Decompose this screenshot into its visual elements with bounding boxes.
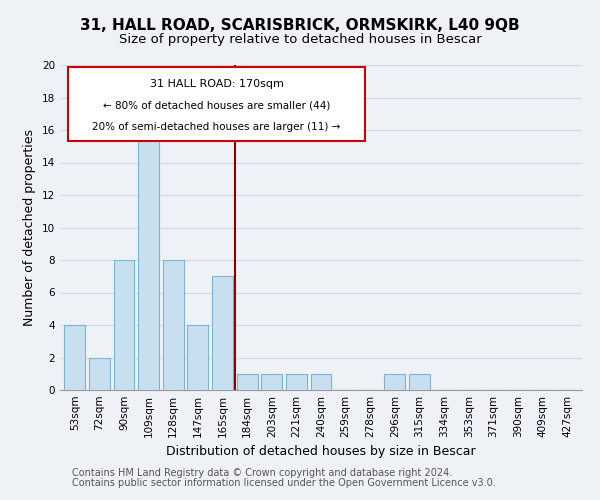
Text: 31 HALL ROAD: 170sqm: 31 HALL ROAD: 170sqm [149,79,284,89]
FancyBboxPatch shape [68,66,365,142]
Y-axis label: Number of detached properties: Number of detached properties [23,129,37,326]
Bar [113,260,134,390]
Text: 20% of semi-detached houses are larger (11) →: 20% of semi-detached houses are larger (… [92,122,341,132]
X-axis label: Distribution of detached houses by size in Bescar: Distribution of detached houses by size … [166,446,476,458]
Text: ← 80% of detached houses are smaller (44): ← 80% of detached houses are smaller (44… [103,100,330,110]
Text: 31, HALL ROAD, SCARISBRICK, ORMSKIRK, L40 9QB: 31, HALL ROAD, SCARISBRICK, ORMSKIRK, L4… [80,18,520,32]
Bar [163,260,184,390]
Bar [187,325,208,390]
Bar [89,358,110,390]
Text: Size of property relative to detached houses in Bescar: Size of property relative to detached ho… [119,32,481,46]
Text: Contains public sector information licensed under the Open Government Licence v3: Contains public sector information licen… [72,478,496,488]
Text: Contains HM Land Registry data © Crown copyright and database right 2024.: Contains HM Land Registry data © Crown c… [72,468,452,477]
Bar [261,374,282,390]
Bar [286,374,307,390]
Bar [64,325,85,390]
Bar [236,374,257,390]
Bar [385,374,406,390]
Bar [311,374,331,390]
Bar [409,374,430,390]
Bar [138,114,159,390]
Bar [212,276,233,390]
